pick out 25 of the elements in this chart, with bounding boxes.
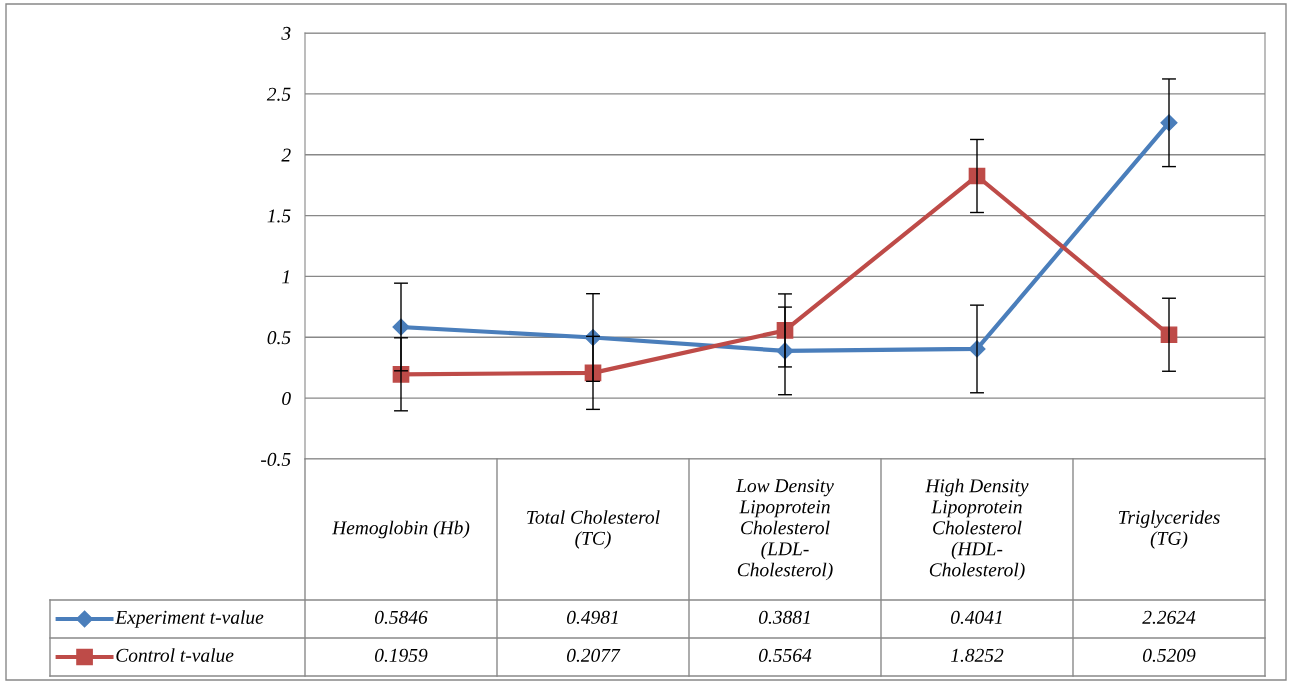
data-label: 0.1959 xyxy=(375,648,428,662)
legend-label: Control t-value xyxy=(116,648,234,662)
x-tick-label: Hemoglobin (Hb) xyxy=(331,520,470,539)
y-tick-label: -0.5 xyxy=(261,452,291,467)
data-label: 1.8252 xyxy=(950,648,1004,662)
x-tick-label: Low Density Lipoprotein Cholesterol (LDL- Cholesterol) xyxy=(735,479,834,581)
y-tick-label: 2 xyxy=(281,148,291,162)
y-tick-label: 2.5 xyxy=(266,87,291,101)
x-tick-label: Total Cholesterol (TC) xyxy=(527,510,660,549)
y-tick-label: 1.5 xyxy=(267,209,291,223)
data-label: 0.2077 xyxy=(567,648,621,662)
legend-label: Experiment t-value xyxy=(115,610,264,628)
y-tick-label: 3 xyxy=(281,26,291,40)
data-label: 0.4041 xyxy=(951,610,1002,624)
x-tick-label: High Density Lipoprotein Cholesterol (HDL- Cholesterol) xyxy=(925,478,1029,581)
data-label: 0.5564 xyxy=(759,648,812,662)
y-tick-label: 1 xyxy=(282,270,290,284)
data-label: 2.2624 xyxy=(1142,610,1196,624)
data-label: 0.4981 xyxy=(567,610,618,624)
data-label: 0.5209 xyxy=(1143,648,1196,662)
y-tick-label: 0 xyxy=(282,391,291,406)
data-label: 0.3881 xyxy=(759,610,810,624)
y-tick-label: 0.5 xyxy=(267,331,291,345)
x-tick-label: Triglycerides (TG) xyxy=(1118,510,1220,549)
data-label: 0.5846 xyxy=(375,610,428,624)
